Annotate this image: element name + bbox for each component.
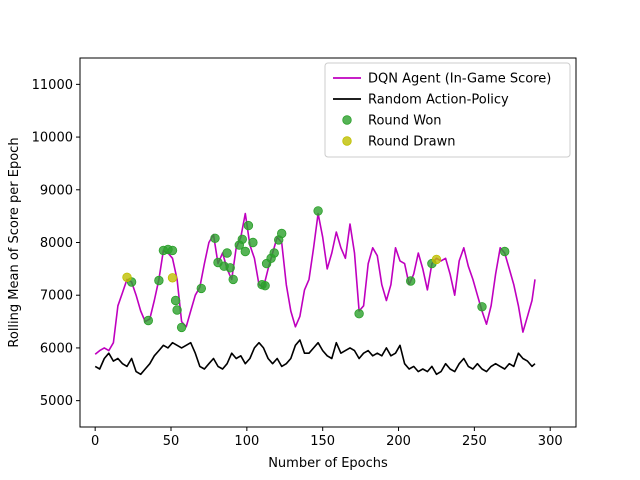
point-round-drawn	[122, 272, 132, 283]
y-tick-label: 7000	[40, 289, 73, 304]
y-tick-label: 6000	[40, 341, 73, 356]
point-round-won	[477, 302, 487, 312]
x-tick-label: 0	[91, 434, 99, 449]
point-round-won	[269, 248, 279, 258]
point-round-won	[196, 283, 207, 294]
point-round-won	[210, 233, 220, 244]
point-round-won	[248, 237, 258, 248]
series-layer	[94, 206, 536, 376]
point-round-drawn	[431, 254, 442, 265]
legend-label: Round Drawn	[368, 135, 455, 150]
point-round-won	[354, 309, 364, 319]
point-round-won	[237, 234, 248, 245]
point-round-won	[313, 206, 323, 216]
point-round-won	[500, 246, 510, 257]
legend-swatch	[342, 136, 352, 146]
point-round-won	[154, 275, 164, 286]
legend: DQN Agent (In-Game Score) Random Action-P…	[324, 62, 571, 158]
y-tick-label: 9000	[40, 183, 73, 198]
point-round-drawn	[167, 273, 178, 283]
point-round-won	[228, 274, 238, 285]
y-axis-label: Rolling Mean of Score per Epoch	[7, 137, 22, 347]
series-line-random-action-policy	[94, 339, 536, 376]
y-tick-label: 10000	[32, 131, 73, 146]
point-round-won	[170, 295, 181, 306]
x-axis: 0 50 100 150 200 250 300	[91, 427, 563, 449]
legend-label: Random Action-Policy	[368, 93, 509, 108]
legend-swatch	[342, 115, 352, 125]
point-round-won	[406, 276, 416, 286]
point-round-won	[277, 228, 287, 239]
point-round-won	[240, 246, 251, 257]
point-round-won	[260, 281, 270, 291]
y-tick-label: 8000	[40, 236, 73, 251]
point-round-won	[167, 245, 178, 256]
y-axis: 5000 6000 7000 8000 9000 10000 11000	[32, 78, 80, 409]
point-round-won	[222, 248, 232, 258]
x-tick-label: 150	[310, 434, 335, 449]
y-tick-label: 5000	[40, 394, 73, 409]
plot-area	[79, 57, 577, 428]
point-round-won	[172, 305, 182, 315]
point-round-won	[176, 322, 187, 333]
point-round-won	[225, 263, 235, 273]
legend-label: Round Won	[368, 114, 442, 129]
x-tick-label: 250	[462, 434, 487, 449]
point-round-won	[243, 220, 254, 231]
point-round-won	[143, 315, 154, 326]
x-axis-label: Number of Epochs	[268, 456, 388, 471]
y-tick-label: 11000	[32, 78, 73, 93]
legend-label: DQN Agent (In-Game Score)	[368, 72, 551, 87]
x-tick-label: 300	[538, 434, 563, 449]
x-tick-label: 100	[234, 434, 259, 449]
legend-box	[324, 62, 571, 158]
x-tick-label: 50	[163, 434, 180, 449]
x-tick-label: 200	[386, 434, 411, 449]
